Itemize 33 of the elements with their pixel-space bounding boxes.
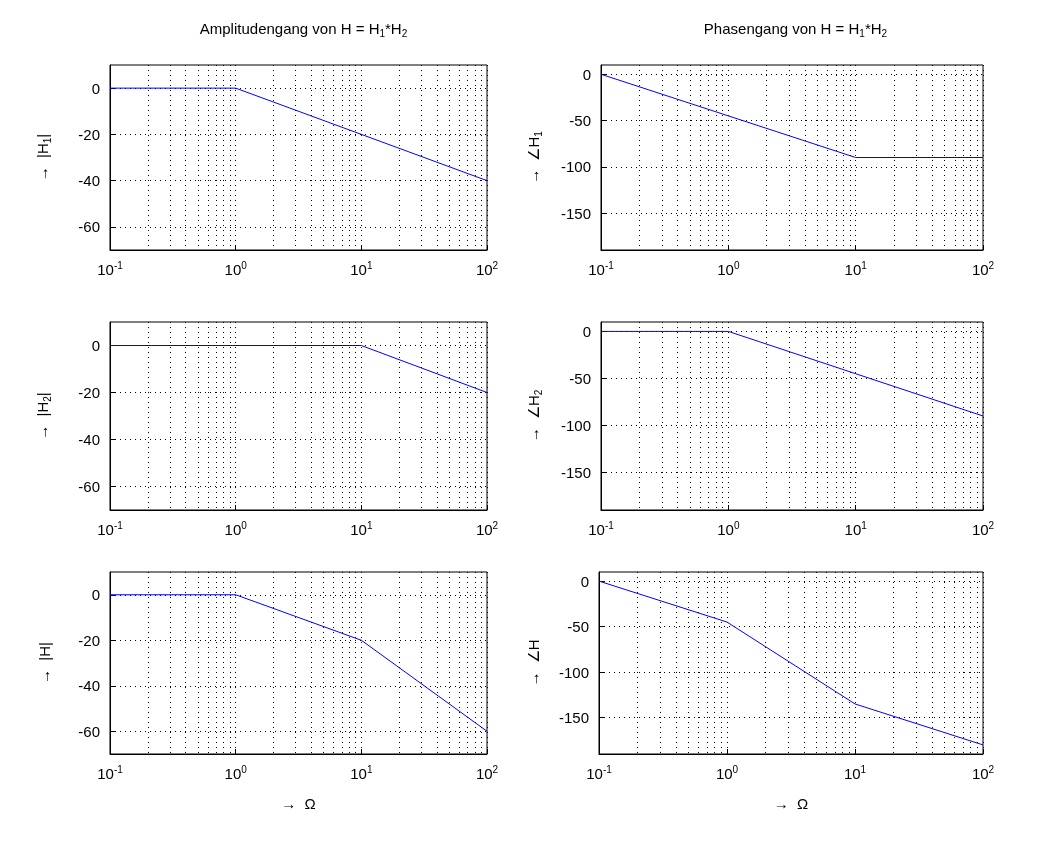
- y-tick-label: 0: [580, 572, 589, 590]
- y-axis-title: → |H|: [36, 642, 53, 684]
- y-tick-label: -60: [78, 722, 100, 740]
- y-axis-title: → ∠H2: [525, 389, 544, 443]
- y-tick-label: -150: [560, 463, 591, 481]
- y-tick-label: -50: [569, 369, 591, 387]
- y-tick-label: -60: [78, 218, 100, 236]
- y-tick-label: 0: [582, 65, 591, 83]
- x-axis-title: → Ω: [281, 795, 316, 812]
- y-tick-label: -150: [558, 709, 589, 727]
- y-tick-label: -150: [560, 204, 591, 222]
- y-tick-label: -100: [560, 416, 591, 434]
- y-axis-title: → ∠H1: [525, 130, 544, 184]
- x-axis-title: → Ω: [773, 795, 809, 812]
- y-tick-label: 0: [91, 79, 100, 97]
- y-axis-title: → ∠H: [525, 639, 542, 687]
- y-tick-label: -60: [78, 478, 100, 495]
- y-tick-label: 0: [91, 586, 100, 604]
- y-tick-label: -40: [78, 431, 100, 448]
- y-tick-label: 0: [582, 322, 591, 340]
- y-axis-title: → |H2|: [34, 392, 53, 440]
- y-tick-label: -20: [78, 631, 100, 649]
- y-tick-label: -20: [78, 384, 100, 401]
- y-tick-label: -40: [78, 677, 100, 695]
- y-tick-label: -20: [78, 125, 100, 143]
- y-tick-label: -50: [569, 112, 591, 129]
- line-series: [598, 580, 984, 746]
- y-tick-label: -50: [567, 618, 589, 636]
- y-tick-label: -100: [560, 158, 591, 176]
- y-tick-label: 0: [91, 337, 100, 354]
- y-tick-label: -100: [558, 663, 589, 681]
- y-tick-label: -40: [78, 172, 100, 190]
- y-axis-title: → |H1|: [34, 133, 53, 182]
